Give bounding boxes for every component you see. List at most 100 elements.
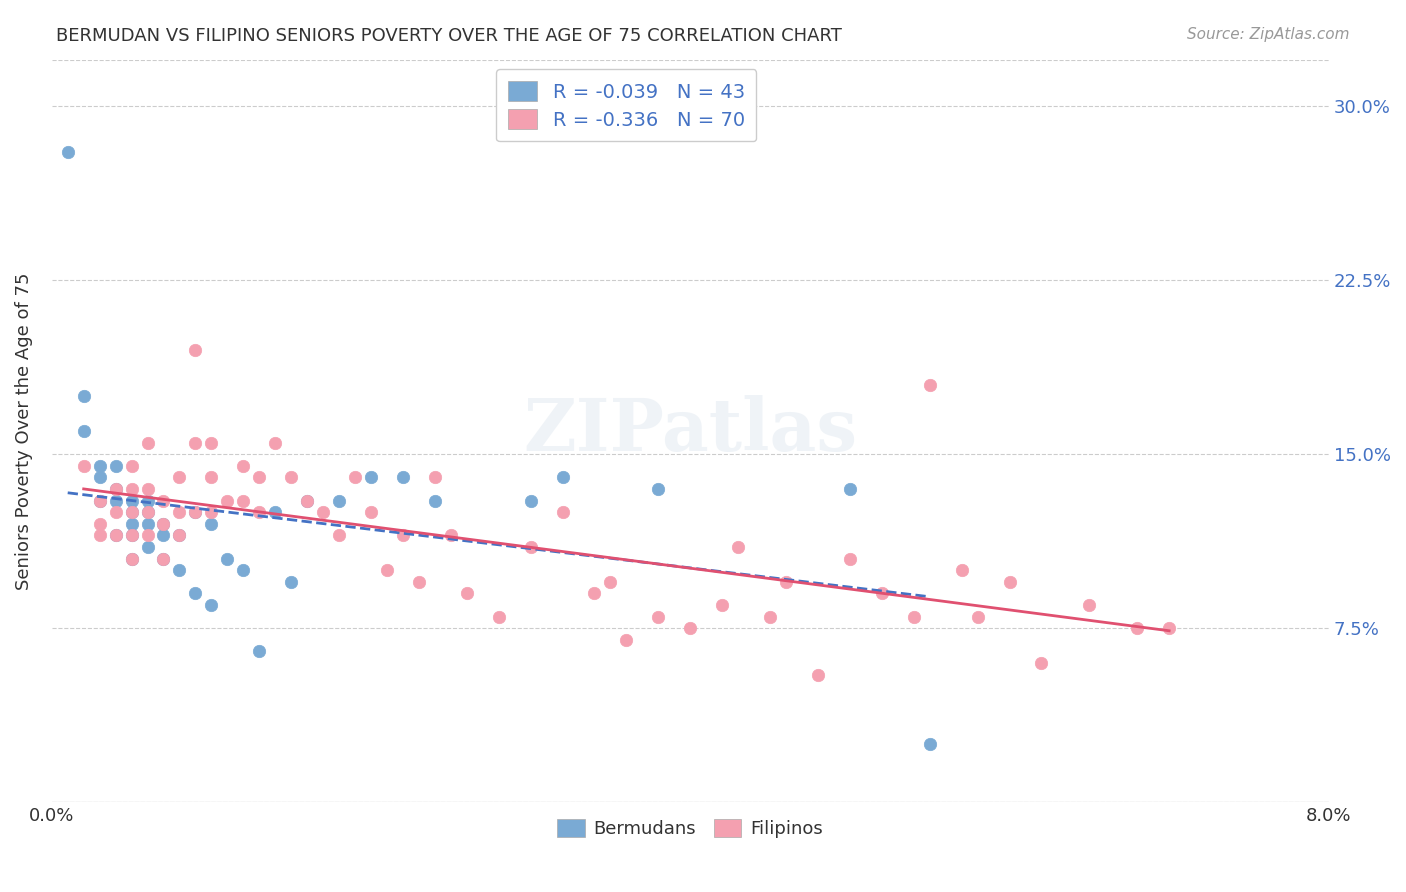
- Point: [375, 563, 398, 577]
- Point: [647, 482, 669, 496]
- Point: [136, 540, 159, 554]
- Point: [807, 667, 830, 681]
- Point: [217, 493, 239, 508]
- Point: [247, 505, 270, 519]
- Point: [73, 389, 96, 403]
- Point: [184, 435, 207, 450]
- Point: [184, 343, 207, 357]
- Point: [616, 632, 638, 647]
- Point: [89, 458, 111, 473]
- Point: [217, 551, 239, 566]
- Point: [344, 470, 367, 484]
- Point: [121, 528, 143, 542]
- Point: [104, 493, 127, 508]
- Point: [950, 563, 973, 577]
- Point: [551, 470, 574, 484]
- Point: [200, 505, 222, 519]
- Point: [104, 458, 127, 473]
- Point: [838, 482, 860, 496]
- Point: [104, 505, 127, 519]
- Point: [121, 505, 143, 519]
- Point: [121, 516, 143, 531]
- Point: [519, 540, 541, 554]
- Point: [152, 528, 174, 542]
- Point: [152, 493, 174, 508]
- Point: [121, 505, 143, 519]
- Point: [328, 528, 350, 542]
- Point: [73, 424, 96, 438]
- Point: [1078, 598, 1101, 612]
- Point: [121, 493, 143, 508]
- Point: [89, 493, 111, 508]
- Point: [440, 528, 463, 542]
- Text: Source: ZipAtlas.com: Source: ZipAtlas.com: [1187, 27, 1350, 42]
- Point: [152, 551, 174, 566]
- Point: [918, 377, 941, 392]
- Point: [200, 435, 222, 450]
- Point: [89, 493, 111, 508]
- Point: [264, 435, 287, 450]
- Point: [184, 586, 207, 600]
- Point: [918, 737, 941, 751]
- Point: [551, 505, 574, 519]
- Point: [408, 574, 430, 589]
- Point: [599, 574, 621, 589]
- Point: [583, 586, 606, 600]
- Point: [456, 586, 478, 600]
- Point: [121, 551, 143, 566]
- Point: [89, 470, 111, 484]
- Point: [56, 145, 79, 160]
- Legend: Bermudans, Filipinos: Bermudans, Filipinos: [550, 812, 831, 846]
- Point: [488, 609, 510, 624]
- Point: [679, 621, 702, 635]
- Text: ZIPatlas: ZIPatlas: [523, 395, 858, 467]
- Point: [169, 528, 191, 542]
- Point: [104, 528, 127, 542]
- Point: [73, 458, 96, 473]
- Point: [1031, 656, 1053, 670]
- Point: [247, 644, 270, 658]
- Point: [423, 470, 446, 484]
- Point: [89, 528, 111, 542]
- Point: [519, 493, 541, 508]
- Point: [360, 470, 382, 484]
- Point: [232, 493, 254, 508]
- Point: [152, 551, 174, 566]
- Point: [1159, 621, 1181, 635]
- Point: [966, 609, 988, 624]
- Point: [104, 482, 127, 496]
- Point: [727, 540, 749, 554]
- Point: [247, 470, 270, 484]
- Point: [295, 493, 318, 508]
- Point: [89, 516, 111, 531]
- Point: [392, 528, 415, 542]
- Point: [104, 528, 127, 542]
- Point: [136, 493, 159, 508]
- Point: [759, 609, 782, 624]
- Point: [136, 505, 159, 519]
- Y-axis label: Seniors Poverty Over the Age of 75: Seniors Poverty Over the Age of 75: [15, 272, 32, 590]
- Point: [169, 470, 191, 484]
- Point: [200, 598, 222, 612]
- Point: [312, 505, 335, 519]
- Point: [232, 458, 254, 473]
- Point: [232, 563, 254, 577]
- Point: [392, 470, 415, 484]
- Point: [152, 516, 174, 531]
- Text: BERMUDAN VS FILIPINO SENIORS POVERTY OVER THE AGE OF 75 CORRELATION CHART: BERMUDAN VS FILIPINO SENIORS POVERTY OVE…: [56, 27, 842, 45]
- Point: [775, 574, 797, 589]
- Point: [169, 528, 191, 542]
- Point: [136, 528, 159, 542]
- Point: [200, 470, 222, 484]
- Point: [328, 493, 350, 508]
- Point: [280, 470, 302, 484]
- Point: [295, 493, 318, 508]
- Point: [711, 598, 734, 612]
- Point: [169, 563, 191, 577]
- Point: [152, 516, 174, 531]
- Point: [136, 482, 159, 496]
- Point: [870, 586, 893, 600]
- Point: [184, 505, 207, 519]
- Point: [121, 482, 143, 496]
- Point: [647, 609, 669, 624]
